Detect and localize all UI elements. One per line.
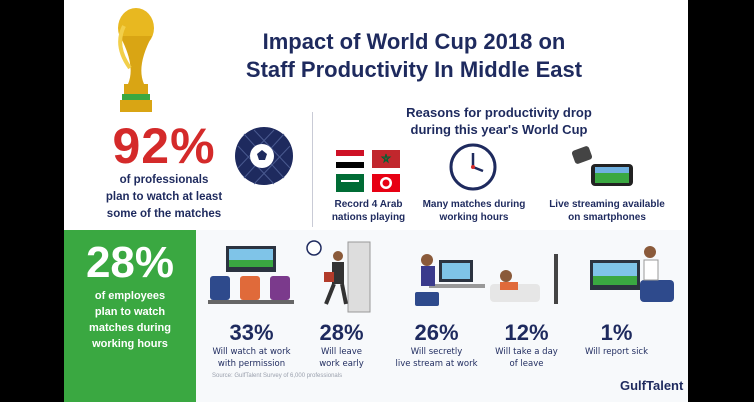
breakdown-item: 33% Will watch at work with permission <box>204 320 299 370</box>
leaving-office-icon <box>306 240 371 313</box>
infographic-card: Impact of World Cup 2018 on Staff Produc… <box>64 0 688 402</box>
breakdown-value: 26% <box>414 320 459 345</box>
stat-92-caption-line-2: plan to watch at least <box>105 191 223 203</box>
reason-1-line-2: nations playing <box>331 212 406 223</box>
stat-92-caption: of professionals plan to watch at least … <box>84 172 244 223</box>
source-note: Source: GulfTalent Survey of 6,000 profe… <box>212 373 343 379</box>
soccer-ball-net-icon <box>235 127 293 185</box>
reasons-title: Reasons for productivity drop during thi… <box>369 104 629 138</box>
day-off-icon <box>490 254 558 304</box>
reasons-title-line-1: Reasons for productivity drop <box>406 105 592 120</box>
section-divider <box>312 112 313 227</box>
reason-2-line-2: working hours <box>439 212 509 223</box>
stat-28-caption-line-1: of employees <box>94 290 166 302</box>
arab-flags-icon <box>336 150 400 192</box>
breakdown-caption-line-1: Will secretly <box>410 347 463 357</box>
breakdown-value: 12% <box>504 320 549 345</box>
team-watching-tv-icon <box>208 246 294 304</box>
breakdown-caption-line-1: Will report sick <box>584 347 649 357</box>
reason-1-line-1: Record 4 Arab <box>334 199 403 210</box>
breakdown-item: 26% Will secretly live stream at work <box>389 320 484 370</box>
breakdown-caption-line-1: Will take a day <box>495 347 558 357</box>
breakdown-value: 28% <box>319 320 364 345</box>
page-title: Impact of World Cup 2018 on Staff Produc… <box>164 28 664 84</box>
stat-28-caption-line-4: working hours <box>92 338 168 350</box>
breakdown-item: 1% Will report sick <box>569 320 664 358</box>
title-line-2: Staff Productivity In Middle East <box>245 57 583 82</box>
bottom-section: 28% of employees plan to watch matches d… <box>64 230 688 402</box>
reasons-title-line-2: during this year's World Cup <box>410 122 588 137</box>
reason-3-caption: Live streaming available on smartphones <box>542 198 672 224</box>
report-sick-icon <box>590 246 674 302</box>
world-cup-trophy-icon <box>118 8 154 112</box>
breakdown-item: 28% Will leave work early <box>294 320 389 370</box>
clock-icon <box>449 143 497 191</box>
title-line-1: Impact of World Cup 2018 on <box>262 29 566 54</box>
logo-part-1: Gulf <box>620 378 646 393</box>
stat-92-caption-line-1: of professionals <box>119 174 209 186</box>
reason-2-caption: Many matches during working hours <box>414 198 534 224</box>
breakdown-item: 12% Will take a day of leave <box>479 320 574 370</box>
stat-28-panel: 28% of employees plan to watch matches d… <box>64 230 196 402</box>
stat-28-caption-line-2: plan to watch <box>94 306 166 318</box>
stat-92-value: 92% <box>112 118 216 174</box>
gulftalent-logo: GulfTalent <box>620 378 688 393</box>
stat-28-caption-line-3: matches during <box>89 322 171 334</box>
breakdown-caption-line-2: work early <box>319 359 364 369</box>
logo-part-2: Talent <box>646 378 684 393</box>
breakdown-caption-line-1: Will watch at work <box>212 347 291 357</box>
reason-3-line-2: on smartphones <box>568 212 646 223</box>
smartphone-icon <box>571 146 633 186</box>
breakdown-caption-line-2: live stream at work <box>395 359 478 369</box>
breakdown-caption-line-1: Will leave <box>320 347 363 357</box>
stat-28-value: 28% <box>85 238 175 287</box>
breakdown-value: 33% <box>229 320 274 345</box>
reason-2-line-1: Many matches during <box>422 199 526 210</box>
breakdown-caption-line-2: with permission <box>217 359 286 369</box>
reason-1-caption: Record 4 Arab nations playing <box>316 198 421 224</box>
stat-92-caption-line-3: some of the matches <box>106 208 222 220</box>
stat-28-caption: of employees plan to watch matches durin… <box>68 288 192 352</box>
breakdown-caption-line-2: of leave <box>509 359 544 369</box>
reason-3-line-1: Live streaming available <box>549 199 665 210</box>
streaming-at-desk-icon <box>415 254 485 306</box>
breakdown-value: 1% <box>600 320 633 345</box>
